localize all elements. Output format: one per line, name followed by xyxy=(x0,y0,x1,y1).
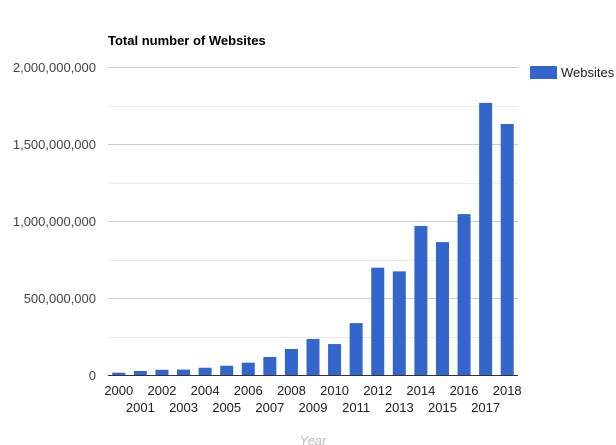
x-tick-label: 2007 xyxy=(255,400,284,415)
x-tick-label: 2009 xyxy=(299,400,328,415)
bar-2011[interactable] xyxy=(349,323,363,375)
x-tick-label: 2000 xyxy=(104,383,133,398)
bar-2008[interactable] xyxy=(284,348,298,375)
bar-2001[interactable] xyxy=(133,370,147,375)
bar-2003[interactable] xyxy=(177,369,191,375)
y-tick-label: 2,000,000,000 xyxy=(13,60,96,75)
bar-2009[interactable] xyxy=(306,338,320,375)
legend-swatch xyxy=(530,66,557,79)
chart-title: Total number of Websites xyxy=(108,33,266,48)
bar-2013[interactable] xyxy=(392,271,406,375)
x-tick-label: 2015 xyxy=(428,400,457,415)
bar-2007[interactable] xyxy=(263,356,277,375)
x-tick-label: 2001 xyxy=(126,400,155,415)
x-tick-label: 2014 xyxy=(406,383,435,398)
y-tick-label: 0 xyxy=(89,368,96,383)
legend-label: Websites xyxy=(561,65,615,80)
bar-2004[interactable] xyxy=(198,367,212,375)
x-tick-label: 2010 xyxy=(320,383,349,398)
x-tick-label: 2003 xyxy=(169,400,198,415)
x-tick-label: 2012 xyxy=(363,383,392,398)
x-axis-label: Year xyxy=(300,433,327,445)
bar-2000[interactable] xyxy=(112,372,126,375)
x-tick-label: 2004 xyxy=(191,383,220,398)
x-tick-label: 2018 xyxy=(493,383,522,398)
bar-2006[interactable] xyxy=(241,362,255,375)
bar-2014[interactable] xyxy=(414,225,428,375)
x-tick-label: 2013 xyxy=(385,400,414,415)
x-tick-label: 2002 xyxy=(147,383,176,398)
bar-2005[interactable] xyxy=(220,365,234,375)
bar-2016[interactable] xyxy=(457,214,471,375)
x-tick-label: 2011 xyxy=(342,400,370,415)
y-tick-label: 500,000,000 xyxy=(24,291,96,306)
x-tick-label: 2016 xyxy=(450,383,479,398)
x-tick-label: 2006 xyxy=(234,383,263,398)
bar-2017[interactable] xyxy=(479,102,493,375)
bar-2002[interactable] xyxy=(155,369,169,375)
bar-2015[interactable] xyxy=(435,242,449,375)
y-tick-label: 1,000,000,000 xyxy=(13,214,96,229)
bar-2018[interactable] xyxy=(500,123,514,375)
x-tick-label: 2008 xyxy=(277,383,306,398)
legend: Websites xyxy=(530,65,615,80)
x-tick-label: 2005 xyxy=(212,400,241,415)
y-tick-label: 1,500,000,000 xyxy=(13,137,96,152)
bar-2012[interactable] xyxy=(371,267,385,375)
x-tick-label: 2017 xyxy=(471,400,500,415)
bar-2010[interactable] xyxy=(328,344,342,375)
